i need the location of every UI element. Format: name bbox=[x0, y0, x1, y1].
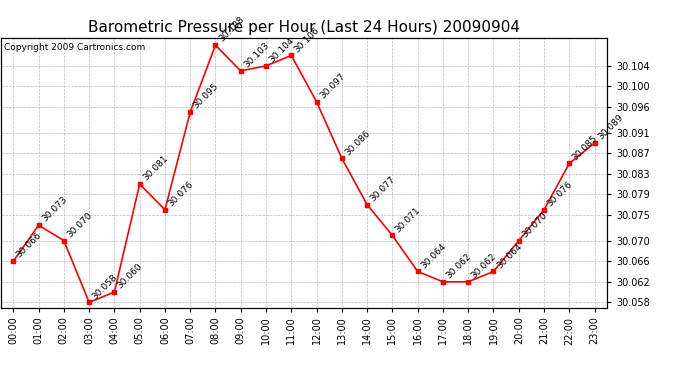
Text: 30.066: 30.066 bbox=[14, 231, 43, 260]
Text: 30.070: 30.070 bbox=[66, 210, 94, 239]
Text: 30.077: 30.077 bbox=[368, 174, 397, 203]
Text: Copyright 2009 Cartronics.com: Copyright 2009 Cartronics.com bbox=[3, 43, 145, 52]
Text: 30.103: 30.103 bbox=[242, 41, 271, 69]
Text: 30.060: 30.060 bbox=[116, 262, 144, 291]
Text: 30.076: 30.076 bbox=[545, 180, 574, 209]
Text: 30.104: 30.104 bbox=[268, 36, 296, 64]
Text: 30.086: 30.086 bbox=[343, 128, 372, 157]
Text: 30.062: 30.062 bbox=[444, 252, 473, 280]
Text: 30.108: 30.108 bbox=[217, 15, 246, 44]
Text: 30.062: 30.062 bbox=[470, 252, 498, 280]
Text: 30.064: 30.064 bbox=[419, 242, 448, 270]
Text: 30.081: 30.081 bbox=[141, 154, 170, 183]
Text: 30.073: 30.073 bbox=[40, 195, 69, 224]
Title: Barometric Pressure per Hour (Last 24 Hours) 20090904: Barometric Pressure per Hour (Last 24 Ho… bbox=[88, 20, 520, 35]
Text: 30.070: 30.070 bbox=[520, 210, 549, 239]
Text: 30.095: 30.095 bbox=[192, 82, 220, 111]
Text: 30.064: 30.064 bbox=[495, 242, 524, 270]
Text: 30.076: 30.076 bbox=[166, 180, 195, 209]
Text: 30.058: 30.058 bbox=[90, 272, 119, 301]
Text: 30.085: 30.085 bbox=[571, 134, 600, 162]
Text: 30.097: 30.097 bbox=[318, 72, 346, 100]
Text: 30.106: 30.106 bbox=[293, 26, 322, 54]
Text: 30.089: 30.089 bbox=[596, 113, 624, 141]
Text: 30.071: 30.071 bbox=[394, 206, 422, 234]
